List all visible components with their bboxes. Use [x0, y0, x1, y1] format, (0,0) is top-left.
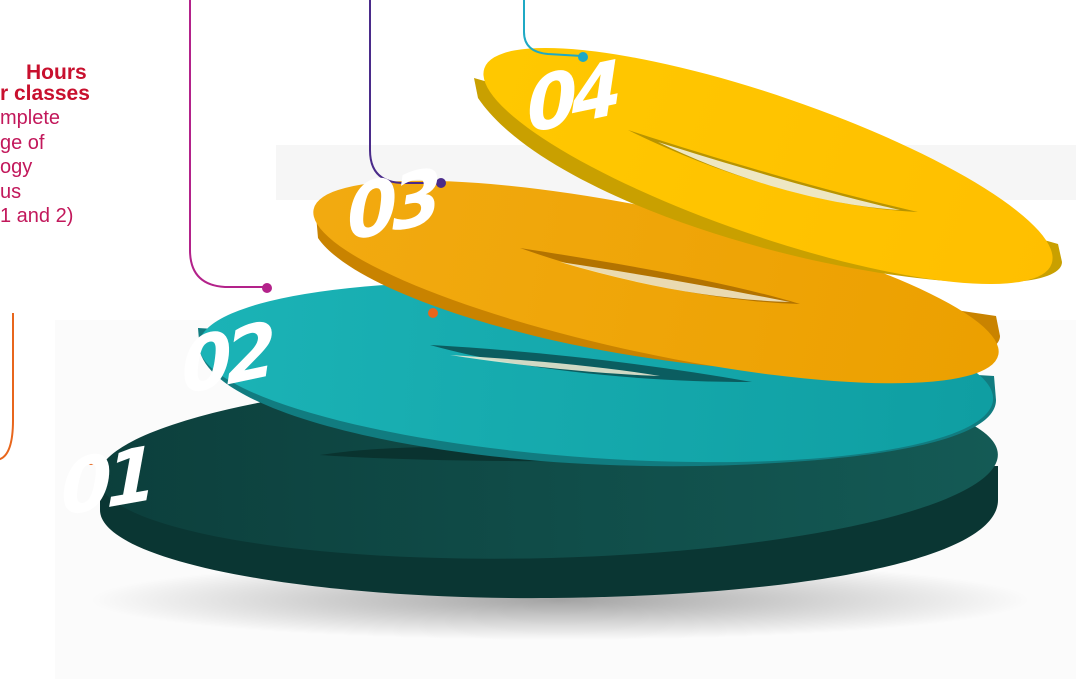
layer-03-disc: [313, 180, 1000, 384]
layer-02-label: 02: [180, 305, 274, 412]
callout-text-block: Hours r classes mplete ge of ogy us 1 an…: [0, 62, 200, 229]
callout-title-line-2: r classes: [0, 82, 90, 105]
layer-03-label: 03: [346, 152, 440, 259]
callout-title-line-1: Hours: [26, 61, 87, 84]
connector-01: [0, 308, 438, 465]
callout-body: mplete ge of ogy us 1 and 2): [0, 107, 74, 227]
layer-04-disc: [474, 48, 1062, 284]
layer-04-label: 04: [525, 44, 619, 151]
connector-02: [189, 0, 272, 293]
connector-04: [523, 0, 588, 62]
layer-01-label: 01: [61, 430, 151, 533]
connector-03: [369, 0, 446, 188]
